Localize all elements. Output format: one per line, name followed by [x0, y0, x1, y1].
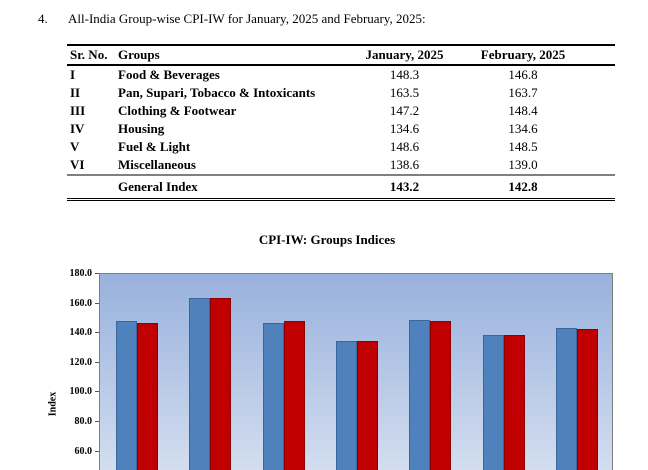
row-january: 148.6: [389, 139, 420, 154]
row-group: Miscellaneous: [118, 157, 196, 172]
row-january: 147.2: [389, 103, 420, 118]
chart-plot: [99, 273, 613, 470]
row-february: 134.6: [508, 121, 538, 136]
y-tick-mark: [95, 391, 99, 393]
row-january: 138.6: [389, 157, 420, 172]
y-tick-label: 140.0: [69, 327, 93, 339]
row-group: Housing: [118, 121, 165, 136]
row-group: Fuel & Light: [118, 139, 191, 154]
y-tick-mark: [95, 361, 99, 363]
table-row: VI Miscellaneous 138.6 139.0: [67, 156, 615, 175]
col-groups: Groups: [115, 44, 351, 66]
row-group: Food & Beverages: [118, 67, 220, 82]
row-january: 163.5: [389, 85, 420, 100]
col-sr-no: Sr. No.: [67, 44, 115, 66]
row-february: 146.8: [508, 67, 538, 82]
y-tick-label: 180.0: [69, 268, 93, 279]
section-heading: 4. All-India Group-wise CPI-IW for Januar…: [38, 11, 426, 27]
table-row: V Fuel & Light 148.6 148.5: [67, 138, 615, 156]
y-tick-label: 80.0: [74, 416, 93, 427]
bar-january: [262, 322, 284, 470]
row-sr: I: [70, 67, 76, 82]
bar-february: [357, 341, 378, 470]
y-tick-label: 160.0: [69, 297, 93, 309]
bar-february: [503, 334, 525, 470]
row-january: 148.3: [389, 67, 420, 82]
cpi-table: Sr. No. Groups January, 2025 February, 2…: [67, 44, 615, 201]
table-row: III Clothing & Footwear 147.2 148.4: [67, 102, 615, 120]
bar-february: [136, 323, 158, 470]
y-tick-mark: [95, 450, 99, 452]
y-tick-label: 100.0: [69, 386, 93, 398]
bar-january: [336, 341, 357, 470]
table-row: II Pan, Supari, Tobacco & Intoxicants 163.…: [67, 84, 615, 102]
bar-january: [189, 298, 211, 470]
section-heading-text: All-India Group-wise CPI-IW for January,…: [68, 11, 426, 26]
row-sr: V: [70, 139, 80, 154]
y-tick-label: 120.0: [69, 356, 93, 368]
row-group: Pan, Supari, Tobacco & Intoxicants: [118, 85, 316, 100]
section-number: 4.: [38, 11, 48, 26]
bar-february: [283, 320, 305, 470]
table-header: Sr. No. Groups January, 2025 February, 2…: [67, 44, 615, 66]
table-total-row: General Index 143.2 142.8: [67, 174, 615, 201]
row-group: Clothing & Footwear: [118, 103, 237, 118]
bar-february: [577, 329, 599, 470]
row-february: 139.0: [508, 157, 538, 172]
y-tick-mark: [95, 332, 99, 334]
total-label: General Index: [115, 174, 351, 201]
row-february: 163.7: [508, 85, 538, 100]
y-tick-mark: [95, 421, 99, 422]
bar-february: [430, 320, 452, 470]
bar-january: [115, 320, 137, 470]
bar-january: [556, 328, 578, 470]
total-january: 143.2: [351, 174, 458, 201]
row-february: 148.4: [508, 103, 538, 118]
total-sr: [67, 174, 115, 201]
y-tick-mark: [95, 302, 99, 304]
table-row: I Food & Beverages 148.3 146.8: [67, 65, 615, 84]
row-sr: III: [70, 103, 86, 118]
table-body: I Food & Beverages 148.3 146.8 II Pan, Supari…: [67, 65, 615, 175]
row-sr: IV: [70, 121, 85, 136]
bar-january: [409, 320, 431, 470]
row-february: 148.5: [508, 139, 538, 154]
total-february: 142.8: [458, 174, 615, 201]
row-sr: II: [70, 85, 81, 100]
table-row: IV Housing 134.6 134.6: [67, 120, 615, 138]
col-february: February, 2025: [458, 44, 615, 66]
bar-january: [482, 335, 504, 470]
row-january: 134.6: [389, 121, 420, 136]
table-header-row: Sr. No. Groups January, 2025 February, 2…: [67, 44, 615, 66]
bar-february: [210, 298, 232, 470]
col-january: January, 2025: [351, 44, 458, 66]
y-tick-mark: [95, 273, 99, 274]
y-tick-label: 60.0: [74, 445, 93, 457]
row-sr: VI: [70, 157, 85, 172]
chart-title: CPI-IW: Groups Indices: [258, 232, 396, 247]
